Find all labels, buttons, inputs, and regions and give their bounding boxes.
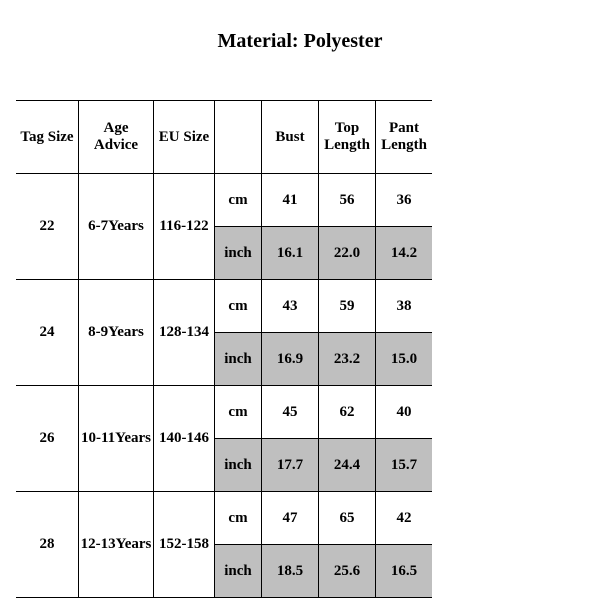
col-top-length: Top Length [319, 101, 376, 174]
cell-bust: 41 [262, 174, 319, 227]
cell-age-advice: 12-13Years [79, 492, 154, 598]
cell-tag-size: 26 [16, 386, 79, 492]
cell-eu-size: 116-122 [154, 174, 215, 280]
cell-unit-cm: cm [215, 174, 262, 227]
cell-pant-length: 15.7 [376, 439, 433, 492]
cell-eu-size: 152-158 [154, 492, 215, 598]
size-table: Tag Size Age Advice EU Size Bust Top Len… [16, 100, 432, 598]
cell-unit-cm: cm [215, 280, 262, 333]
cell-unit-inch: inch [215, 545, 262, 598]
cell-pant-length: 40 [376, 386, 433, 439]
cell-top-length: 56 [319, 174, 376, 227]
cell-top-length: 59 [319, 280, 376, 333]
col-age-advice: Age Advice [79, 101, 154, 174]
cell-bust: 16.1 [262, 227, 319, 280]
cell-bust: 18.5 [262, 545, 319, 598]
page-title: Material: Polyester [0, 30, 600, 53]
cell-tag-size: 24 [16, 280, 79, 386]
cell-pant-length: 15.0 [376, 333, 433, 386]
col-pant-length: Pant Length [376, 101, 433, 174]
cell-top-length: 62 [319, 386, 376, 439]
cell-bust: 43 [262, 280, 319, 333]
cell-bust: 17.7 [262, 439, 319, 492]
cell-unit-inch: inch [215, 333, 262, 386]
table-row: 26 10-11Years 140-146 cm 45 62 40 [16, 386, 432, 439]
cell-unit-inch: inch [215, 439, 262, 492]
table-row: 22 6-7Years 116-122 cm 41 56 36 [16, 174, 432, 227]
cell-top-length: 23.2 [319, 333, 376, 386]
cell-age-advice: 6-7Years [79, 174, 154, 280]
col-eu-size: EU Size [154, 101, 215, 174]
cell-top-length: 25.6 [319, 545, 376, 598]
cell-pant-length: 14.2 [376, 227, 433, 280]
table-row: 24 8-9Years 128-134 cm 43 59 38 [16, 280, 432, 333]
table-row: 28 12-13Years 152-158 cm 47 65 42 [16, 492, 432, 545]
col-unit [215, 101, 262, 174]
cell-top-length: 22.0 [319, 227, 376, 280]
cell-bust: 45 [262, 386, 319, 439]
cell-pant-length: 16.5 [376, 545, 433, 598]
cell-eu-size: 128-134 [154, 280, 215, 386]
cell-age-advice: 10-11Years [79, 386, 154, 492]
cell-bust: 47 [262, 492, 319, 545]
cell-pant-length: 36 [376, 174, 433, 227]
table-header-row: Tag Size Age Advice EU Size Bust Top Len… [16, 101, 432, 174]
cell-top-length: 24.4 [319, 439, 376, 492]
cell-age-advice: 8-9Years [79, 280, 154, 386]
col-tag-size: Tag Size [16, 101, 79, 174]
cell-tag-size: 28 [16, 492, 79, 598]
col-bust: Bust [262, 101, 319, 174]
cell-unit-inch: inch [215, 227, 262, 280]
cell-eu-size: 140-146 [154, 386, 215, 492]
cell-pant-length: 42 [376, 492, 433, 545]
cell-unit-cm: cm [215, 492, 262, 545]
cell-bust: 16.9 [262, 333, 319, 386]
cell-top-length: 65 [319, 492, 376, 545]
cell-unit-cm: cm [215, 386, 262, 439]
cell-pant-length: 38 [376, 280, 433, 333]
cell-tag-size: 22 [16, 174, 79, 280]
